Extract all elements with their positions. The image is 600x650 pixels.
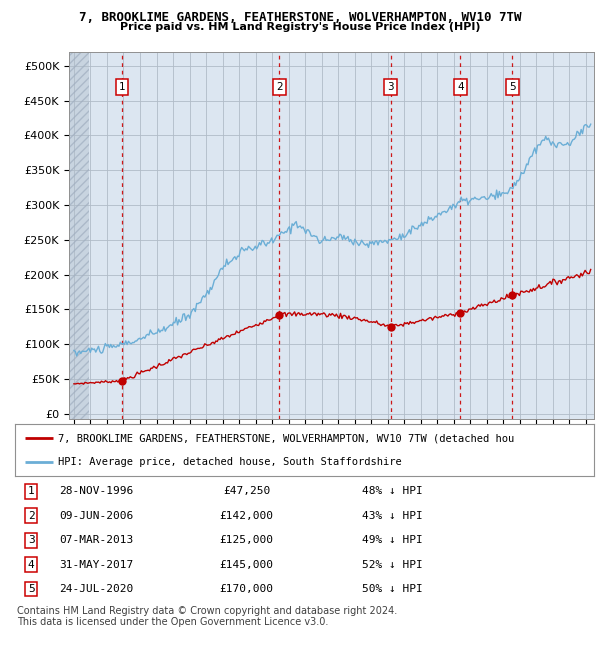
Text: 07-MAR-2013: 07-MAR-2013 [59,535,133,545]
Text: 7, BROOKLIME GARDENS, FEATHERSTONE, WOLVERHAMPTON, WV10 7TW: 7, BROOKLIME GARDENS, FEATHERSTONE, WOLV… [79,11,521,24]
Text: 2: 2 [276,82,283,92]
Text: HPI: Average price, detached house, South Staffordshire: HPI: Average price, detached house, Sout… [58,458,402,467]
Text: 31-MAY-2017: 31-MAY-2017 [59,560,133,569]
Text: 4: 4 [457,82,464,92]
Bar [69,52,89,419]
Text: Price paid vs. HM Land Registry's House Price Index (HPI): Price paid vs. HM Land Registry's House … [120,22,480,32]
Text: 43% ↓ HPI: 43% ↓ HPI [362,511,423,521]
Text: 5: 5 [509,82,516,92]
Text: 2: 2 [28,511,35,521]
Text: £170,000: £170,000 [220,584,274,594]
Text: 09-JUN-2006: 09-JUN-2006 [59,511,133,521]
Text: Contains HM Land Registry data © Crown copyright and database right 2024.
This d: Contains HM Land Registry data © Crown c… [17,606,397,627]
Text: 4: 4 [28,560,35,569]
Text: £142,000: £142,000 [220,511,274,521]
Text: 3: 3 [387,82,394,92]
Bar [69,52,89,419]
Text: £145,000: £145,000 [220,560,274,569]
Text: 7, BROOKLIME GARDENS, FEATHERSTONE, WOLVERHAMPTON, WV10 7TW (detached hou: 7, BROOKLIME GARDENS, FEATHERSTONE, WOLV… [58,434,515,443]
Text: £125,000: £125,000 [220,535,274,545]
Text: 28-NOV-1996: 28-NOV-1996 [59,486,133,496]
Text: 5: 5 [28,584,35,594]
Text: 1: 1 [119,82,125,92]
Text: 52% ↓ HPI: 52% ↓ HPI [362,560,423,569]
Text: £47,250: £47,250 [223,486,270,496]
Text: 50% ↓ HPI: 50% ↓ HPI [362,584,423,594]
Text: 24-JUL-2020: 24-JUL-2020 [59,584,133,594]
Text: 49% ↓ HPI: 49% ↓ HPI [362,535,423,545]
Text: 48% ↓ HPI: 48% ↓ HPI [362,486,423,496]
Text: 1: 1 [28,486,35,496]
Text: 3: 3 [28,535,35,545]
